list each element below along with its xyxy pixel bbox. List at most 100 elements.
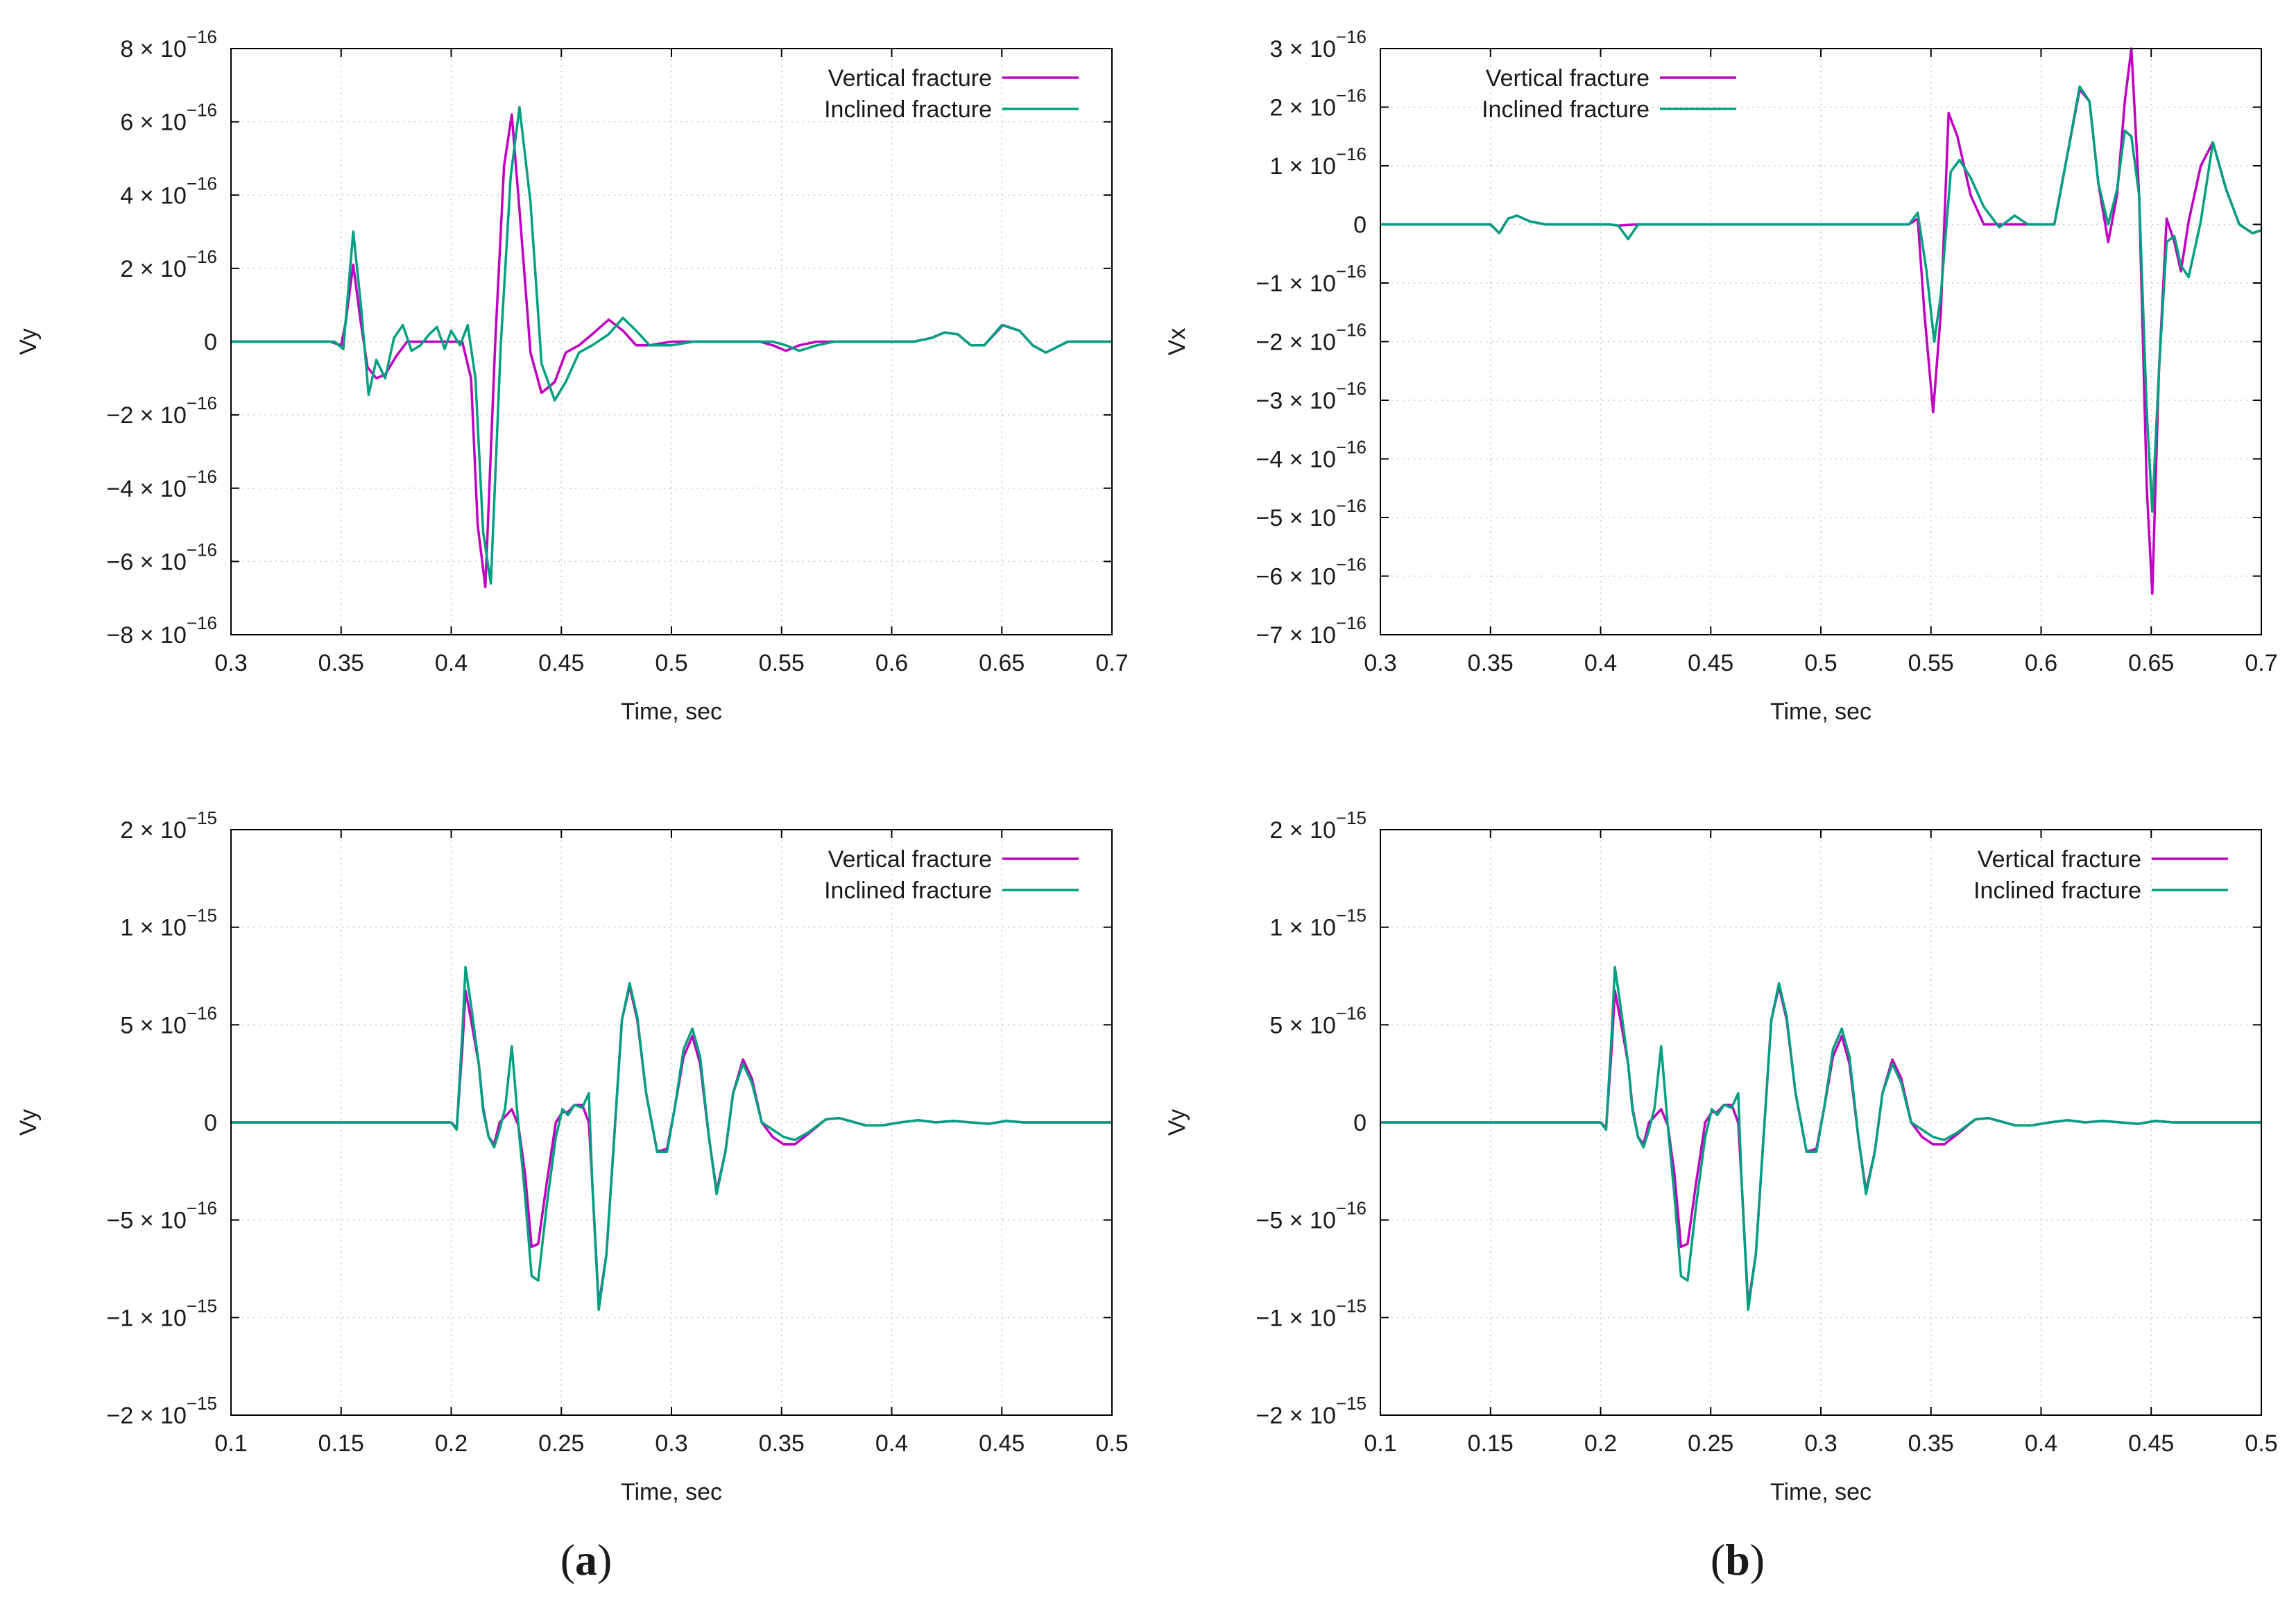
x-tick-label: 0.15 <box>318 1430 364 1457</box>
y-tick-label: −1 × 10−16 <box>1256 261 1367 297</box>
panel-label-a: (a) <box>560 1535 612 1584</box>
x-tick-label: 0.15 <box>1468 1430 1514 1457</box>
series-line-inclined-fracture <box>1380 966 2261 1311</box>
y-tick-label: −2 × 10−16 <box>107 393 217 429</box>
y-tick-label: 2 × 10−16 <box>1269 85 1367 121</box>
plot-frame <box>230 829 1113 1416</box>
y-tick-exponent: −16 <box>187 539 217 560</box>
y-tick-exponent: −15 <box>1336 1295 1367 1316</box>
y-tick-label: −5 × 10−16 <box>1256 1198 1367 1234</box>
x-tick-label: 0.3 <box>655 1430 687 1457</box>
y-tick-exponent: −16 <box>1336 1198 1367 1219</box>
y-tick-label: 1 × 10−15 <box>120 905 217 941</box>
x-tick-label: 0.55 <box>1908 650 1954 676</box>
y-tick-label: 5 × 10−16 <box>1269 1002 1367 1038</box>
y-tick-label: −2 × 10−15 <box>107 1393 217 1429</box>
y-tick-exponent: −16 <box>187 466 217 487</box>
y-tick-mantissa: 2 × 10 <box>1269 95 1335 121</box>
y-tick-label: 2 × 10−15 <box>120 807 217 844</box>
x-tick-label: 0.4 <box>2025 1430 2057 1457</box>
x-tick-label: 0.4 <box>1584 650 1617 676</box>
x-tick-label: 0.45 <box>538 650 584 676</box>
x-tick-label: 0.4 <box>435 650 468 676</box>
y-tick-mantissa: −7 × 10 <box>1256 622 1336 649</box>
y-tick-exponent: −16 <box>1336 613 1367 633</box>
x-tick-label: 0.55 <box>759 650 805 676</box>
y-tick-label: −5 × 10−16 <box>1256 495 1367 531</box>
legend-label: Vertical fracture <box>828 65 992 92</box>
x-axis-label: Time, sec <box>621 699 722 725</box>
y-tick-exponent: −16 <box>1336 85 1367 106</box>
y-tick-exponent: −15 <box>1336 905 1367 926</box>
y-tick-mantissa: 0 <box>1353 212 1367 239</box>
panel-label-b: (b) <box>1711 1535 1765 1584</box>
y-tick-exponent: −16 <box>187 26 217 47</box>
y-tick-mantissa: −6 × 10 <box>1256 564 1336 590</box>
y-axis-label: Vy <box>1164 1109 1190 1136</box>
legend: Vertical fracture Inclined fracture <box>824 65 1079 123</box>
legend-label: Inclined fracture <box>1482 96 1650 123</box>
x-tick-label: 0.65 <box>979 650 1025 676</box>
y-tick-exponent: −16 <box>1336 261 1367 282</box>
chart-bottom-left-vy: 0.1 0.15 0.2 0.25 0.3 0.35 0.4 0.45 0.5−2 × 10−1… <box>15 807 1129 1505</box>
chart-top-left-vy: 0.3 0.35 0.4 0.45 0.5 0.55 0.6 0.65 0.7−8 × 10−1… <box>15 26 1129 725</box>
y-tick-exponent: −16 <box>187 246 217 267</box>
y-tick-label: 6 × 10−16 <box>120 100 217 136</box>
plot-frame <box>1380 829 2262 1416</box>
x-tick-label: 0.1 <box>1364 1430 1396 1457</box>
y-tick-mantissa: 1 × 10 <box>1269 915 1335 941</box>
y-tick-mantissa: −5 × 10 <box>1256 505 1336 531</box>
y-tick-exponent: −15 <box>1336 1393 1367 1414</box>
y-tick-label: −6 × 10−16 <box>1256 554 1367 590</box>
x-tick-label: 0.2 <box>1584 1430 1617 1457</box>
y-tick-mantissa: −4 × 10 <box>1256 447 1336 473</box>
y-axis-label: Vy <box>15 1109 42 1136</box>
y-tick-exponent: −16 <box>187 1198 217 1219</box>
legend-label: Vertical fracture <box>1978 846 2141 873</box>
chart-bottom-right-vy: 0.1 0.15 0.2 0.25 0.3 0.35 0.4 0.45 0.5−2 × 10−1… <box>1164 807 2278 1505</box>
y-tick-exponent: −16 <box>1336 1002 1367 1023</box>
x-tick-label: 0.2 <box>435 1430 468 1457</box>
series-line-inclined-fracture <box>231 105 1112 585</box>
legend: Vertical fracture Inclined fracture <box>1482 65 1736 123</box>
x-tick-label: 0.35 <box>1908 1430 1954 1457</box>
y-tick-exponent: −15 <box>1336 807 1367 828</box>
x-tick-label: 0.45 <box>2128 1430 2174 1457</box>
plot-frame <box>230 48 1113 635</box>
x-tick-label: 0.7 <box>1095 650 1128 676</box>
series-line-inclined-fracture <box>1380 85 2261 513</box>
y-tick-label: −8 × 10−16 <box>107 613 217 649</box>
x-axis-label: Time, sec <box>1770 699 1871 725</box>
y-tick-exponent: −16 <box>1336 554 1367 575</box>
y-tick-exponent: −16 <box>187 1002 217 1023</box>
y-tick-label: 0 <box>204 1110 217 1136</box>
y-tick-mantissa: 2 × 10 <box>120 817 186 844</box>
y-tick-label: −2 × 10−16 <box>1256 320 1367 356</box>
y-tick-exponent: −16 <box>1336 378 1367 399</box>
y-tick-exponent: −15 <box>187 1393 217 1414</box>
y-tick-mantissa: −2 × 10 <box>107 1403 187 1429</box>
chart-top-right-vx: 0.3 0.35 0.4 0.45 0.5 0.55 0.6 0.65 0.7−7 × 10−1… <box>1164 26 2278 725</box>
y-tick-label: −4 × 10−16 <box>107 466 217 502</box>
y-tick-mantissa: −3 × 10 <box>1256 388 1336 414</box>
y-tick-label: 2 × 10−16 <box>120 246 217 282</box>
y-tick-label: 1 × 10−16 <box>1269 144 1367 180</box>
y-tick-mantissa: 0 <box>1353 1110 1367 1136</box>
y-tick-label: 0 <box>204 330 217 356</box>
x-tick-label: 0.65 <box>2128 650 2174 676</box>
x-tick-label: 0.35 <box>318 650 364 676</box>
y-tick-mantissa: −5 × 10 <box>1256 1208 1336 1234</box>
y-tick-label: 0 <box>1353 1110 1367 1136</box>
y-tick-mantissa: −1 × 10 <box>1256 271 1336 297</box>
y-tick-label: −1 × 10−15 <box>107 1295 217 1331</box>
y-tick-label: 1 × 10−15 <box>1269 905 1367 941</box>
y-axis-label: Vx <box>1164 328 1190 356</box>
x-axis-label: Time, sec <box>621 1479 722 1505</box>
x-tick-label: 0.5 <box>655 650 687 676</box>
y-tick-exponent: −16 <box>1336 144 1367 164</box>
y-tick-label: 8 × 10−16 <box>120 26 217 62</box>
x-tick-label: 0.1 <box>214 1430 247 1457</box>
y-tick-mantissa: −6 × 10 <box>107 549 187 575</box>
y-tick-mantissa: 5 × 10 <box>120 1012 186 1038</box>
